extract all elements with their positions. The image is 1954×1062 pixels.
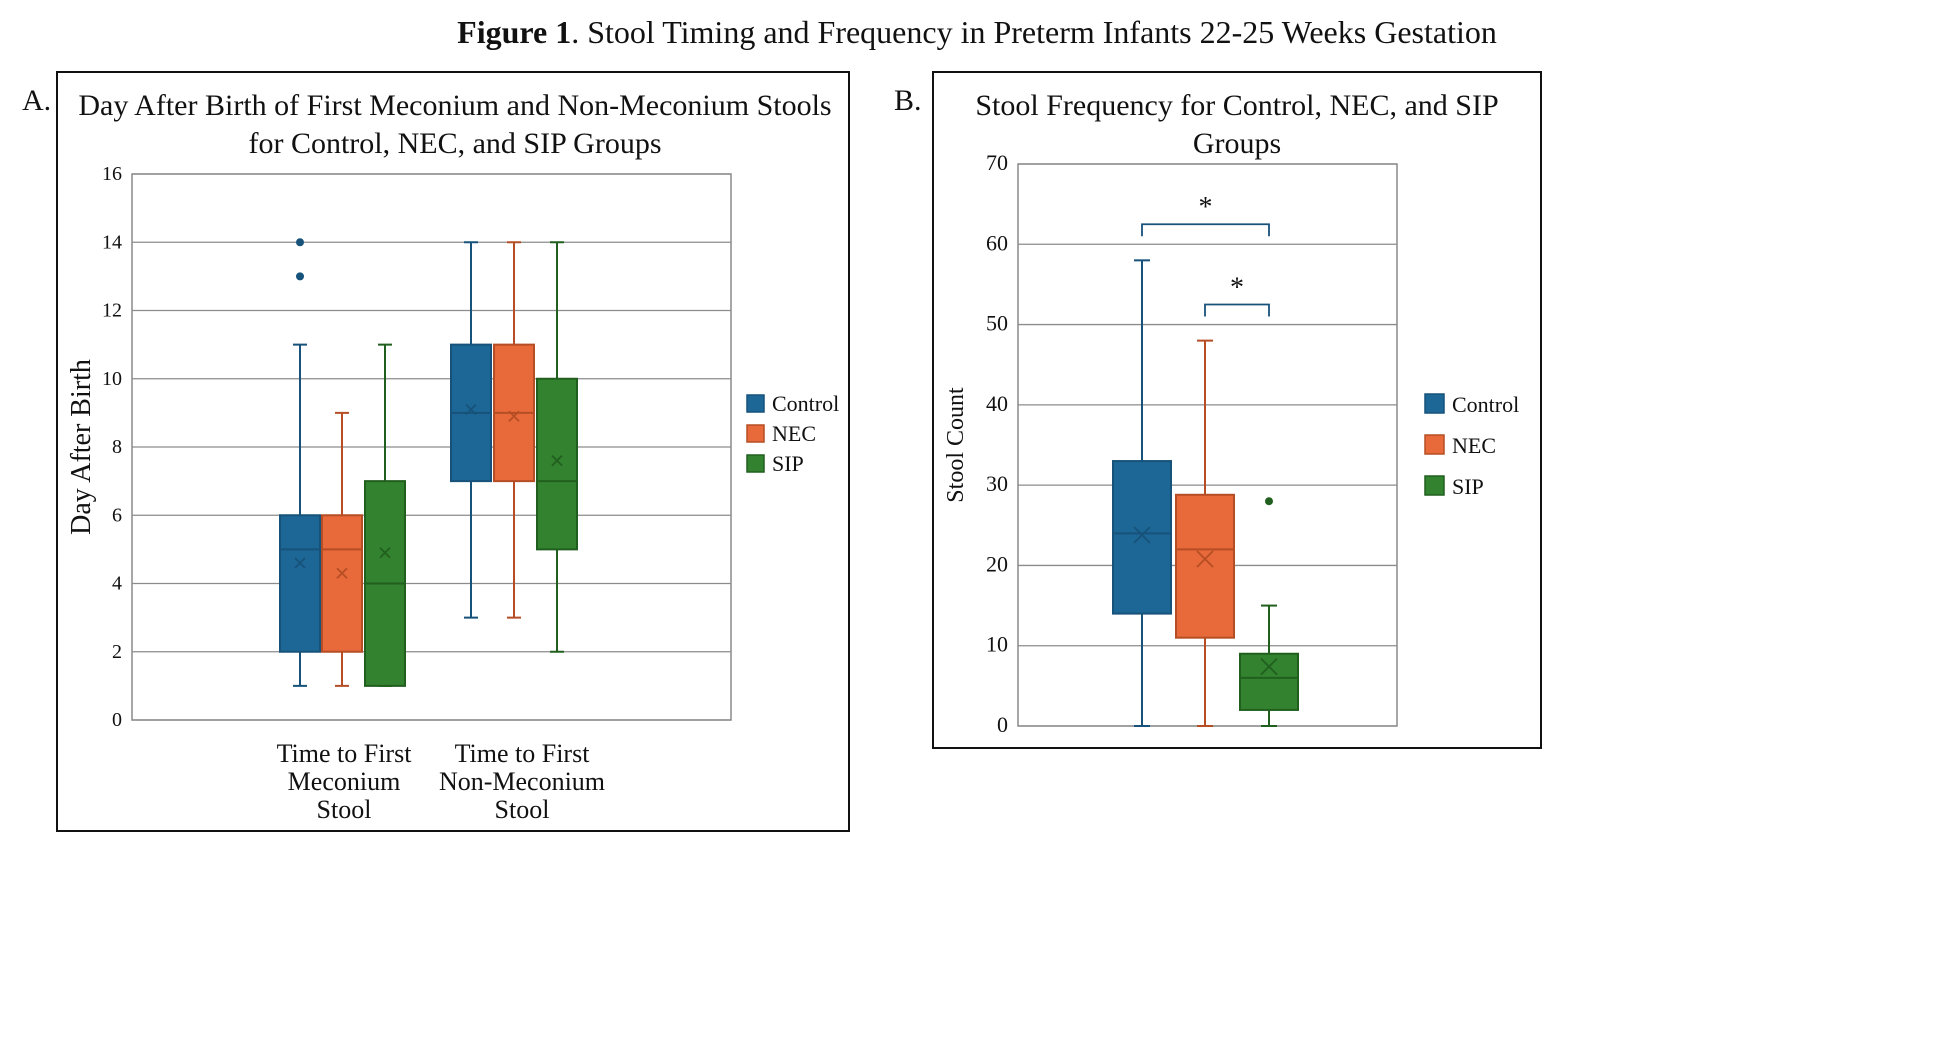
chart-b-nec-box — [1175, 493, 1235, 639]
chart-a-category-label: Non-Meconium — [439, 767, 605, 796]
chart-a-nec-box — [321, 514, 363, 653]
chart-a-y-tick-label: 0 — [112, 709, 122, 731]
chart-a-control-outlier — [296, 238, 304, 247]
chart-a-category-label: Stool — [495, 795, 550, 824]
chart-b-control-box — [1112, 460, 1172, 615]
chart-b-significance-bracket — [1204, 303, 1270, 317]
panel-b-title-line1: Stool Frequency for Control, NEC, and SI… — [975, 89, 1499, 122]
chart-b-significance-star: * — [1199, 192, 1213, 223]
chart-b-y-axis-label: Stool Count — [943, 387, 969, 503]
chart-a-control-mean-marker — [465, 403, 477, 416]
chart-a-control-outlier — [296, 272, 304, 281]
chart-b-legend-swatch-sip — [1424, 475, 1445, 496]
chart-b-nec-mean-marker — [1196, 550, 1214, 568]
chart-a-y-tick-label: 12 — [102, 300, 122, 322]
figure-title: Figure 1. Stool Timing and Frequency in … — [0, 14, 1954, 51]
chart-b-y-tick-label: 40 — [986, 391, 1008, 416]
chart-a-sip-box — [536, 377, 578, 551]
chart-a-y-tick-label: 8 — [112, 436, 122, 458]
chart-a-y-tick-label: 10 — [102, 368, 122, 390]
chart-a-category-label: Time to First — [455, 739, 591, 768]
panel-a-title-line1: Day After Birth of First Meconium and No… — [78, 89, 832, 122]
figure-caption: . Stool Timing and Frequency in Preterm … — [571, 14, 1497, 50]
chart-a-y-tick-label: 16 — [102, 163, 122, 185]
chart-b-control-mean-marker — [1133, 526, 1151, 544]
chart-a-legend-swatch-nec — [746, 424, 765, 443]
panel-a-title-line2: for Control, NEC, and SIP Groups — [248, 127, 662, 160]
chart-a-y-tick-label: 14 — [102, 231, 122, 253]
chart-b-y-tick-label: 0 — [997, 712, 1008, 737]
chart-a-y-tick-label: 2 — [112, 641, 122, 663]
chart-b-y-tick-label: 70 — [986, 150, 1008, 175]
chart-a-legend-label-sip: SIP — [772, 451, 804, 476]
panel-a: Day After Birth of First Meconium and No… — [56, 71, 850, 832]
chart-a-y-tick-label: 4 — [112, 573, 122, 595]
chart-a-sip-mean-marker — [551, 455, 563, 467]
chart-a-nec-mean-marker — [508, 410, 520, 422]
figure-number: Figure 1 — [457, 14, 572, 50]
chart-b-significance-star: * — [1230, 273, 1244, 304]
chart-a-legend-label-nec: NEC — [772, 421, 816, 446]
chart-a-y-tick-label: 6 — [112, 504, 122, 526]
chart-a-nec-mean-marker — [336, 567, 348, 579]
chart-a-legend-label-control: Control — [772, 391, 839, 416]
chart-a-control-box — [279, 514, 321, 653]
chart-b-legend-label-control: Control — [1452, 392, 1519, 417]
panel-b-letter: B. — [894, 84, 922, 117]
chart-b-legend-label-nec: NEC — [1452, 433, 1496, 458]
chart-a-control-mean-marker — [294, 557, 306, 569]
chart-a-legend-swatch-control — [746, 394, 765, 413]
chart-b-legend-label-sip: SIP — [1452, 474, 1484, 499]
chart-b-y-tick-label: 50 — [986, 311, 1008, 336]
chart-b-sip-outlier — [1265, 497, 1273, 506]
chart-a-category-label: Meconium — [288, 767, 401, 796]
chart-b-significance-bracket — [1141, 223, 1270, 237]
chart-a-category-label: Stool — [317, 795, 372, 824]
chart-a-sip-mean-marker — [379, 547, 391, 559]
chart-a-legend-swatch-sip — [746, 454, 765, 473]
chart-b-y-tick-label: 60 — [986, 230, 1008, 255]
chart-b-y-tick-label: 20 — [986, 551, 1008, 576]
chart-b-y-tick-label: 30 — [986, 471, 1008, 496]
chart-b-legend-swatch-nec — [1424, 434, 1445, 455]
chart-b-legend-swatch-control — [1424, 393, 1445, 414]
chart-a-category-label: Time to First — [277, 739, 413, 768]
chart-b-y-tick-label: 10 — [986, 632, 1008, 657]
panel-b-title-line2: Groups — [1192, 127, 1282, 160]
chart-b-sip-mean-marker — [1260, 657, 1278, 676]
chart-a-y-axis-label: Day After Birth — [66, 359, 97, 535]
panel-a-title: Day After Birth of First Meconium and No… — [58, 87, 852, 163]
panel-b-title: Stool Frequency for Control, NEC, and SI… — [934, 87, 1540, 163]
chart-b-sip-box — [1239, 652, 1299, 711]
panel-a-letter: A. — [22, 84, 52, 117]
chart-b-plot-area — [1017, 163, 1398, 727]
